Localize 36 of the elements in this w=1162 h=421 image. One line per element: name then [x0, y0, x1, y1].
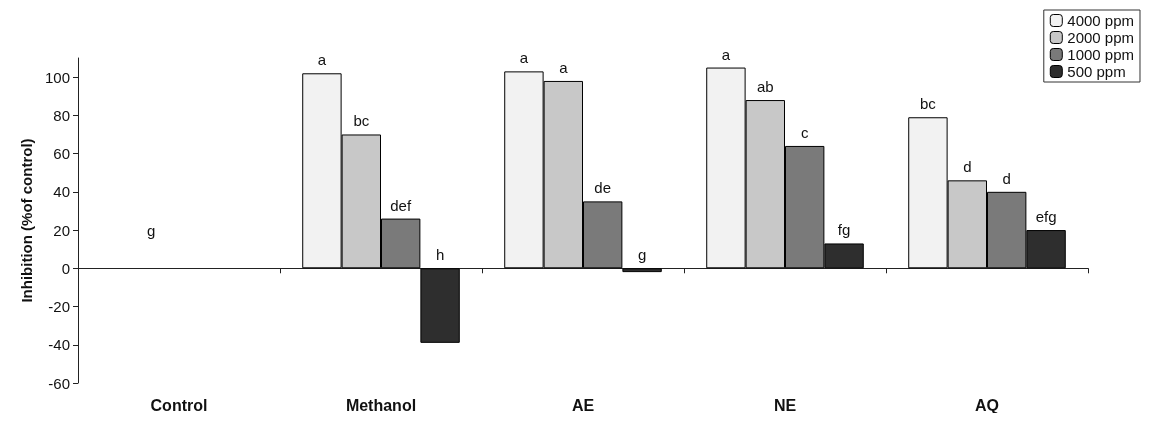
legend-label: 4000 ppm	[1067, 12, 1134, 29]
data-label: fg	[837, 221, 851, 239]
y-tick-label: 20	[53, 221, 70, 239]
y-axis-title: Inhibition (%of control)	[18, 138, 36, 303]
data-label: bc	[353, 112, 370, 130]
data-label: a	[519, 49, 529, 67]
y-tick-label: 60	[53, 145, 70, 163]
y-tick-label: -60	[48, 374, 70, 392]
data-label: d	[1002, 169, 1011, 187]
x-tick-label: Control	[150, 396, 208, 414]
data-label: ab	[756, 78, 774, 96]
data-label: g	[637, 246, 647, 264]
data-label: h	[435, 246, 445, 264]
y-tick-label: 40	[53, 183, 70, 201]
legend-label: 1000 ppm	[1067, 46, 1134, 63]
y-tick-label: 100	[44, 68, 70, 86]
x-tick-label: Methanol	[345, 396, 417, 414]
data-label: efg	[1035, 208, 1057, 226]
x-tick-label: AQ	[975, 396, 999, 414]
annotation: g	[147, 222, 156, 240]
y-tick-label: -20	[48, 298, 70, 316]
x-tick-label: AE	[571, 396, 595, 414]
x-tick-label: NE	[773, 396, 797, 414]
data-label: a	[559, 58, 569, 76]
data-label: bc	[919, 95, 937, 113]
y-tick-label: -40	[48, 336, 70, 354]
legend-label: 500 ppm	[1067, 63, 1126, 80]
legend-label: 2000 ppm	[1067, 29, 1134, 46]
data-label: d	[963, 158, 972, 176]
data-label: a	[721, 45, 731, 63]
y-tick-label: 0	[61, 259, 70, 277]
data-label: a	[317, 51, 327, 69]
data-label: c	[800, 123, 809, 141]
data-label: def	[390, 196, 412, 214]
data-label: de	[594, 179, 612, 197]
y-tick-label: 80	[53, 106, 70, 124]
